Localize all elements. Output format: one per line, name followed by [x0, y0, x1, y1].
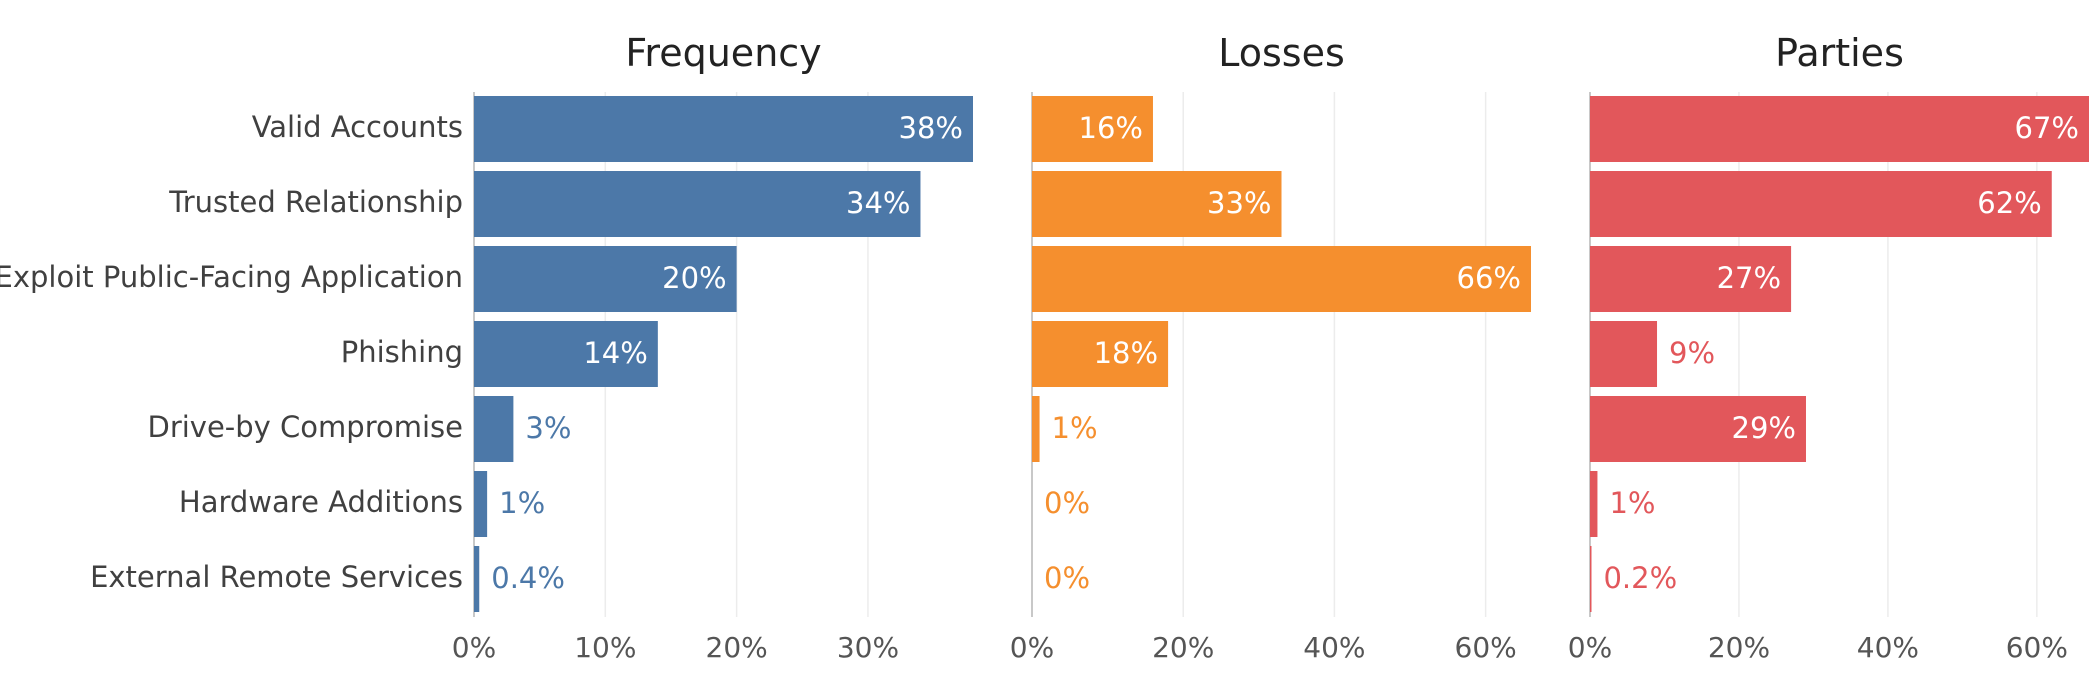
- data-label: 16%: [1079, 111, 1143, 145]
- category-label: Valid Accounts: [252, 110, 463, 144]
- bar: [474, 96, 973, 162]
- tick-label: 10%: [574, 631, 636, 664]
- bar: [1032, 321, 1169, 387]
- tick-label: 20%: [1708, 631, 1770, 664]
- tick-label: 40%: [1857, 631, 1919, 664]
- data-label: 1%: [1609, 486, 1655, 520]
- tick-label: 0%: [452, 631, 496, 664]
- bar: [1032, 96, 1153, 162]
- data-label: 18%: [1094, 336, 1158, 370]
- data-label: 0.4%: [491, 561, 565, 595]
- data-label: 38%: [899, 111, 963, 145]
- bar: [474, 246, 737, 312]
- panel-title: Losses: [1218, 31, 1345, 75]
- data-label: 3%: [525, 411, 571, 445]
- bar: [1590, 246, 1792, 312]
- bar: [1590, 546, 1592, 612]
- bar: [474, 396, 514, 462]
- data-label: 27%: [1717, 261, 1781, 295]
- tick-label: 60%: [2006, 631, 2068, 664]
- category-label: Hardware Additions: [179, 485, 463, 519]
- bar: [1032, 246, 1531, 312]
- tick-label: 20%: [1152, 631, 1214, 664]
- bar: [1590, 396, 1806, 462]
- data-label: 62%: [1977, 186, 2041, 220]
- bar: [474, 471, 488, 537]
- data-label: 1%: [1052, 411, 1098, 445]
- tick-label: 30%: [837, 631, 899, 664]
- bar: [1032, 396, 1040, 462]
- panel-title: Frequency: [625, 31, 821, 75]
- tick-label: 0%: [1568, 631, 1612, 664]
- data-label: 33%: [1207, 186, 1271, 220]
- bar: [474, 171, 921, 237]
- data-label: 0%: [1044, 486, 1090, 520]
- bar: [1590, 321, 1658, 387]
- category-label: External Remote Services: [90, 560, 463, 594]
- data-label: 14%: [583, 336, 647, 370]
- tick-label: 60%: [1455, 631, 1517, 664]
- bar: [474, 546, 480, 612]
- bar: [1590, 96, 2089, 162]
- category-label: Exploit Public-Facing Application: [0, 260, 463, 294]
- bar: [1590, 471, 1598, 537]
- category-label: Phishing: [341, 335, 463, 369]
- data-label: 20%: [662, 261, 726, 295]
- data-label: 9%: [1669, 336, 1715, 370]
- category-label: Trusted Relationship: [168, 185, 463, 219]
- bar: [474, 321, 658, 387]
- data-label: 66%: [1457, 261, 1521, 295]
- bar: [1590, 171, 2052, 237]
- panel-title: Parties: [1775, 31, 1904, 75]
- data-label: 67%: [2015, 111, 2079, 145]
- bar: [1032, 171, 1282, 237]
- tick-label: 0%: [1010, 631, 1054, 664]
- data-label: 0%: [1044, 561, 1090, 595]
- data-label: 0.2%: [1603, 561, 1677, 595]
- data-label: 34%: [846, 186, 910, 220]
- category-label: Drive-by Compromise: [147, 410, 463, 444]
- data-label: 1%: [499, 486, 545, 520]
- data-label: 29%: [1732, 411, 1796, 445]
- tick-label: 40%: [1303, 631, 1365, 664]
- tick-label: 20%: [706, 631, 768, 664]
